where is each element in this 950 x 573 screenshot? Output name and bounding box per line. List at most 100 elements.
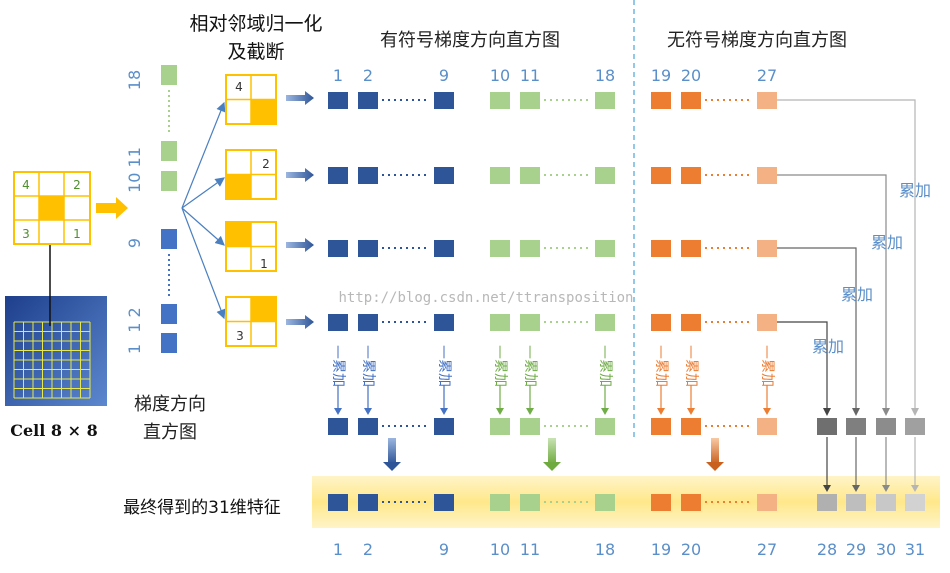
column-header-label: 19 xyxy=(651,66,671,85)
normalized-block: 2 xyxy=(225,149,277,200)
sum-label: 累加 xyxy=(812,337,844,356)
left-block-quadrant-label: 2 xyxy=(73,178,81,192)
column-header-label: 10 xyxy=(490,66,510,85)
green-down-arrow-head xyxy=(543,462,561,471)
sum-arrow-label: —累加 xyxy=(653,345,669,387)
sum-arrow-head xyxy=(364,408,372,415)
histogram-bin xyxy=(358,240,378,257)
sum-arrow: —累加 xyxy=(759,345,775,415)
normalized-blocks: 4 2 1 3 xyxy=(225,74,277,347)
unsigned-sum-connector xyxy=(777,99,916,410)
histogram-row xyxy=(328,240,777,257)
sum-label: 累加 xyxy=(841,285,873,304)
column-header-label: 20 xyxy=(681,66,701,85)
summed-bin xyxy=(490,418,510,435)
summed-bin xyxy=(434,418,454,435)
normalized-block-label: 3 xyxy=(236,329,244,343)
histogram-bin xyxy=(328,167,348,184)
unsigned-sum-connector-head xyxy=(911,408,919,416)
bottom-axis-label: 1 xyxy=(333,540,343,559)
sum-arrow: —累加 xyxy=(436,345,452,415)
summed-bin xyxy=(595,418,615,435)
final-bin xyxy=(358,494,378,511)
final-bin xyxy=(328,494,348,511)
histogram-row xyxy=(328,314,777,331)
histogram-bin xyxy=(490,92,510,109)
histogram-bin xyxy=(358,314,378,331)
final-gray-bin xyxy=(876,494,896,511)
summed-bin xyxy=(681,418,701,435)
histogram-bin xyxy=(595,314,615,331)
normalized-block: 4 xyxy=(225,74,277,125)
histogram-bin xyxy=(520,167,540,184)
histogram-bin xyxy=(757,314,777,331)
final-bin xyxy=(520,494,540,511)
histogram-bin xyxy=(651,92,671,109)
histogram-bin xyxy=(358,92,378,109)
final-bin xyxy=(651,494,671,511)
unsigned-sum-bin xyxy=(846,418,866,435)
histogram-bin xyxy=(490,240,510,257)
bottom-axis-label: 19 xyxy=(651,540,671,559)
vhist-label-9: 9 xyxy=(125,238,144,248)
column-headers: 1 2 9 10 11 18 19 20 27 xyxy=(333,66,777,85)
final-bin xyxy=(681,494,701,511)
column-header-label: 18 xyxy=(595,66,615,85)
normalized-block-highlight xyxy=(251,297,276,322)
histogram-row xyxy=(328,92,777,109)
left-block-quadrant-label: 3 xyxy=(22,227,30,241)
vhist-label-1-2: 1 2 xyxy=(125,307,144,332)
normalized-block-label: 4 xyxy=(235,80,243,94)
column-header-label: 11 xyxy=(520,66,540,85)
hist-title-line1: 梯度方向 xyxy=(134,394,206,415)
final-title: 最终得到的31维特征 xyxy=(123,498,281,518)
final-gray-bin xyxy=(905,494,925,511)
to-histogram-arrow xyxy=(96,197,128,219)
histogram-bin xyxy=(434,314,454,331)
histogram-bin xyxy=(434,240,454,257)
blue-down-arrow-head xyxy=(383,462,401,471)
histogram-bin xyxy=(490,167,510,184)
normalized-block-label: 1 xyxy=(260,257,268,271)
unsigned-sum-connector xyxy=(777,321,828,410)
row-entry-arrow xyxy=(286,168,314,182)
sum-arrow-label: —累加 xyxy=(683,345,699,387)
sum-arrow-label: —累加 xyxy=(360,345,376,387)
left-block-quadrant-label: 1 xyxy=(73,227,81,241)
bottom-axis-label: 2 xyxy=(363,540,373,559)
histogram-bin xyxy=(328,92,348,109)
normalized-block-highlight xyxy=(226,222,251,247)
histogram-bin xyxy=(681,167,701,184)
histogram-bin xyxy=(328,240,348,257)
signed-title: 有符号梯度方向直方图 xyxy=(380,30,560,51)
bottom-axis-label: 29 xyxy=(846,540,866,559)
histogram-bin xyxy=(681,92,701,109)
vhist-label-10-11: 10 11 xyxy=(125,147,144,193)
row-entry-arrow xyxy=(286,315,314,329)
column-header-label: 1 xyxy=(333,66,343,85)
histogram-bin xyxy=(651,240,671,257)
vertical-histogram xyxy=(161,65,177,353)
final-bin xyxy=(595,494,615,511)
summed-bin xyxy=(358,418,378,435)
row-entry-arrow xyxy=(286,91,314,105)
sum-arrow: —累加 xyxy=(330,345,346,415)
final-gray-arrow-head xyxy=(911,485,919,492)
unsigned-sum-connector-head xyxy=(852,408,860,416)
column-header-label: 2 xyxy=(363,66,373,85)
sum-arrow: —累加 xyxy=(522,345,538,415)
sum-arrow: —累加 xyxy=(653,345,669,415)
final-gray-bin xyxy=(817,494,837,511)
bottom-axis-label: 20 xyxy=(681,540,701,559)
final-feature-row xyxy=(328,437,925,511)
column-header-label: 9 xyxy=(439,66,449,85)
watermark: http://blog.csdn.net/ttransposition xyxy=(338,290,633,306)
histogram-bin xyxy=(434,167,454,184)
bottom-axis-label: 30 xyxy=(876,540,896,559)
sum-arrow-label: —累加 xyxy=(522,345,538,387)
normalized-block-label: 2 xyxy=(262,157,270,171)
column-header-label: 27 xyxy=(757,66,777,85)
